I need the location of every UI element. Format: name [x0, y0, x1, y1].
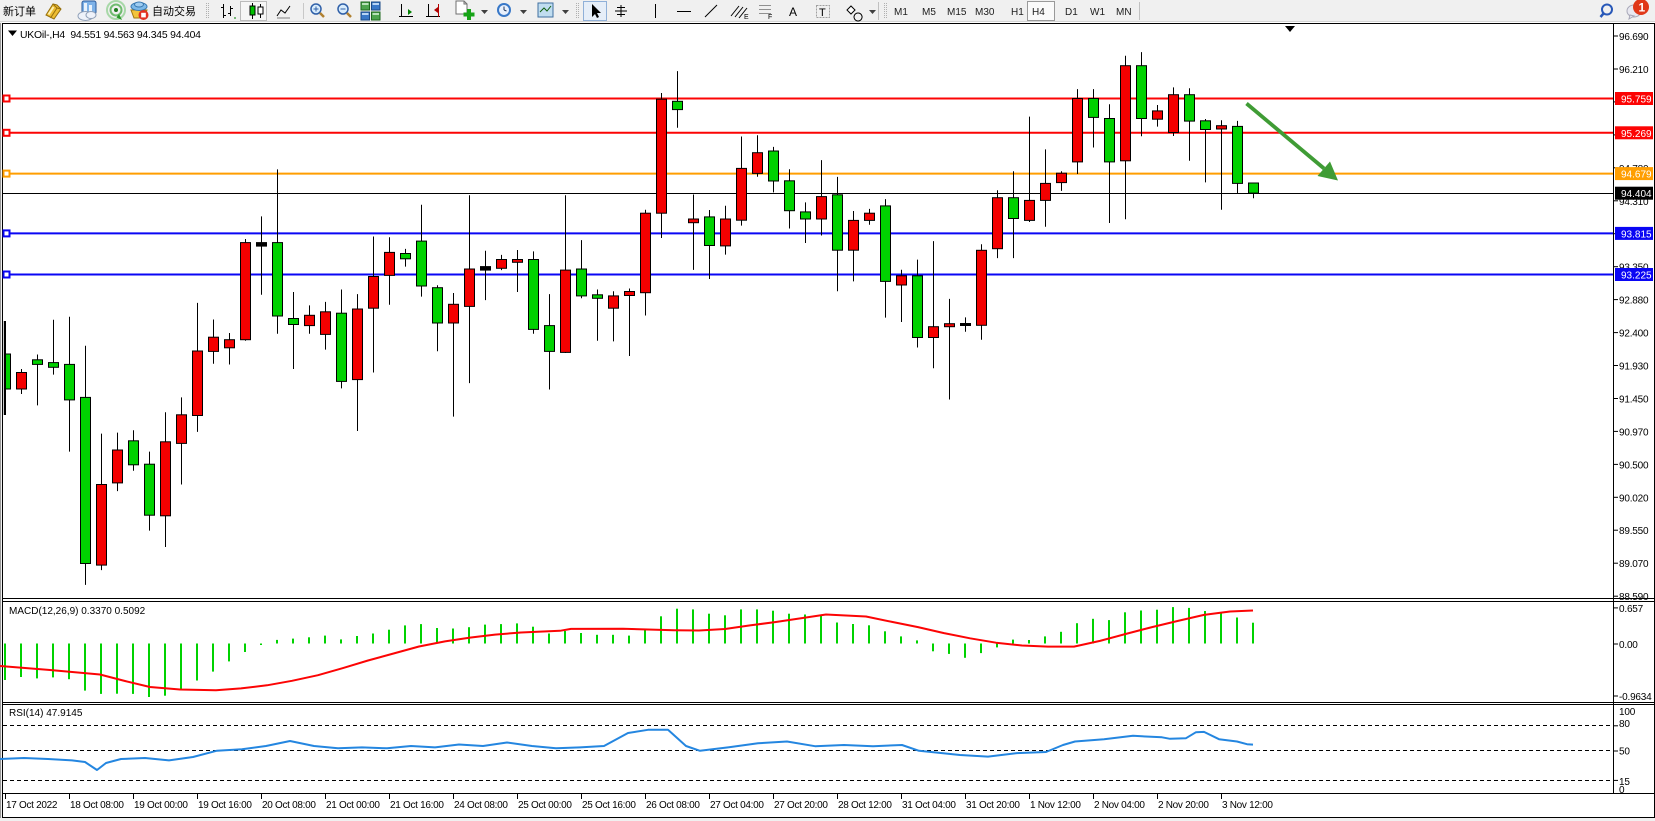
svg-text:F: F — [768, 14, 772, 21]
svg-text:W1: W1 — [1090, 7, 1105, 18]
svg-text:UKOil-,H4 94.551 94.563 94.34: UKOil-,H4 94.551 94.563 94.345 94.404 — [20, 30, 201, 41]
svg-text:50: 50 — [1619, 747, 1630, 758]
svg-text:MN: MN — [1116, 7, 1132, 18]
svg-text:15: 15 — [1619, 777, 1630, 788]
svg-text:21 Oct 16:00: 21 Oct 16:00 — [390, 800, 444, 811]
svg-text:RSI(14) 47.9145: RSI(14) 47.9145 — [9, 708, 83, 719]
svg-text:3 Nov 12:00: 3 Nov 12:00 — [1222, 800, 1273, 811]
svg-text:80: 80 — [1619, 719, 1630, 730]
svg-text:20 Oct 08:00: 20 Oct 08:00 — [262, 800, 316, 811]
svg-text:2 Nov 04:00: 2 Nov 04:00 — [1094, 800, 1145, 811]
svg-text:A: A — [789, 5, 797, 19]
svg-text:24 Oct 08:00: 24 Oct 08:00 — [454, 800, 508, 811]
svg-text:94.404: 94.404 — [1621, 189, 1652, 200]
svg-text:95.759: 95.759 — [1621, 95, 1652, 106]
svg-text:92.880: 92.880 — [1619, 296, 1649, 307]
svg-text:31 Oct 04:00: 31 Oct 04:00 — [902, 800, 956, 811]
svg-text:31 Oct 20:00: 31 Oct 20:00 — [966, 800, 1020, 811]
svg-text:0: 0 — [1619, 785, 1625, 796]
svg-text:MACD(12,26,9) 0.3370 0.5092: MACD(12,26,9) 0.3370 0.5092 — [9, 606, 146, 617]
svg-text:25 Oct 16:00: 25 Oct 16:00 — [582, 800, 636, 811]
svg-text:E: E — [744, 14, 749, 21]
svg-text:M30: M30 — [975, 7, 995, 18]
svg-text:90.500: 90.500 — [1619, 460, 1649, 471]
svg-text:27 Oct 20:00: 27 Oct 20:00 — [774, 800, 828, 811]
svg-text:2 Nov 20:00: 2 Nov 20:00 — [1158, 800, 1209, 811]
svg-text:94.679: 94.679 — [1621, 170, 1652, 181]
svg-text:17 Oct 2022: 17 Oct 2022 — [6, 800, 58, 811]
svg-text:26 Oct 08:00: 26 Oct 08:00 — [646, 800, 700, 811]
svg-text:25 Oct 00:00: 25 Oct 00:00 — [518, 800, 572, 811]
svg-text:-0.9634: -0.9634 — [1619, 692, 1652, 703]
svg-text:1: 1 — [1639, 1, 1646, 15]
svg-text:90.970: 90.970 — [1619, 427, 1649, 438]
svg-text:96.690: 96.690 — [1619, 32, 1649, 43]
svg-text:M1: M1 — [894, 7, 908, 18]
svg-text:0.657: 0.657 — [1619, 604, 1644, 615]
svg-text:94.310: 94.310 — [1619, 197, 1649, 208]
svg-text:H1: H1 — [1011, 7, 1024, 18]
svg-text:M5: M5 — [922, 7, 936, 18]
svg-text:89.070: 89.070 — [1619, 559, 1649, 570]
svg-text:91.930: 91.930 — [1619, 362, 1649, 373]
svg-text:自动交易: 自动交易 — [152, 4, 196, 18]
svg-text:H4: H4 — [1032, 7, 1045, 18]
svg-text:21 Oct 00:00: 21 Oct 00:00 — [326, 800, 380, 811]
svg-text:1 Nov 12:00: 1 Nov 12:00 — [1030, 800, 1081, 811]
svg-text:90.020: 90.020 — [1619, 493, 1649, 504]
svg-text:91.450: 91.450 — [1619, 395, 1649, 406]
svg-text:100: 100 — [1619, 707, 1636, 718]
svg-text:89.550: 89.550 — [1619, 526, 1649, 537]
svg-text:92.400: 92.400 — [1619, 329, 1649, 340]
svg-text:28 Oct 12:00: 28 Oct 12:00 — [838, 800, 892, 811]
svg-text:0.00: 0.00 — [1619, 640, 1638, 651]
svg-text:95.269: 95.269 — [1621, 129, 1652, 140]
svg-text:新订单: 新订单 — [3, 4, 36, 18]
svg-text:93.225: 93.225 — [1621, 271, 1652, 282]
svg-text:19 Oct 00:00: 19 Oct 00:00 — [134, 800, 188, 811]
svg-text:18 Oct 08:00: 18 Oct 08:00 — [70, 800, 124, 811]
svg-text:19 Oct 16:00: 19 Oct 16:00 — [198, 800, 252, 811]
svg-text:D1: D1 — [1065, 7, 1078, 18]
svg-text:93.815: 93.815 — [1621, 229, 1652, 240]
svg-text:T: T — [819, 7, 826, 19]
svg-text:27 Oct 04:00: 27 Oct 04:00 — [710, 800, 764, 811]
svg-text:96.210: 96.210 — [1619, 65, 1649, 76]
svg-text:M15: M15 — [947, 7, 967, 18]
svg-text:88.590: 88.590 — [1619, 592, 1649, 603]
